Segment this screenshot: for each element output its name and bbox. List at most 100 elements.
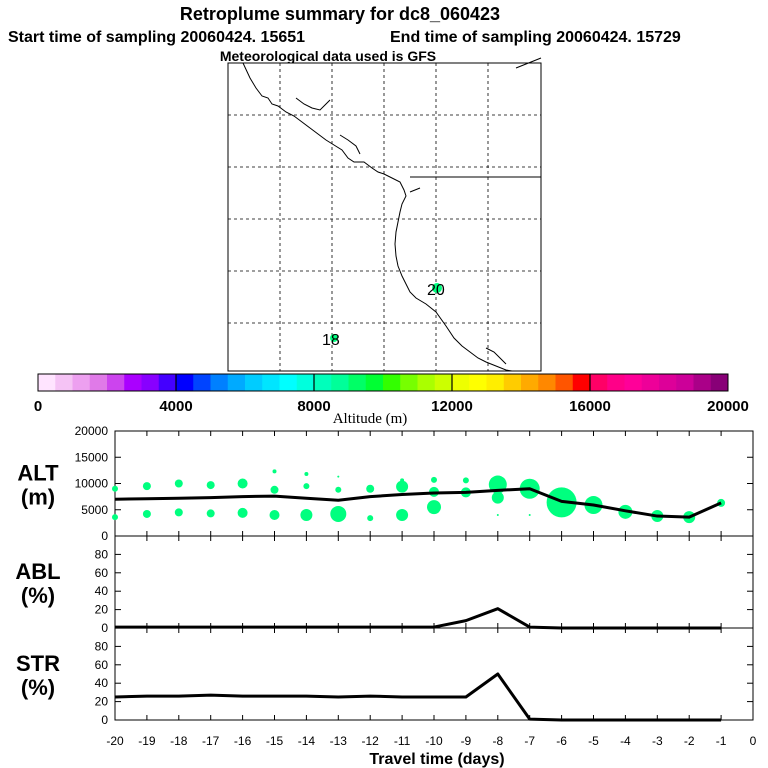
plume-dot [206, 509, 215, 518]
colorbar-cell [279, 374, 298, 391]
colorbar-cell [141, 374, 160, 391]
x-tick-label: -13 [330, 734, 348, 748]
series-line [114, 672, 722, 722]
x-tick-label: -16 [234, 734, 252, 748]
x-tick-label: -1 [716, 734, 727, 748]
colorbar-cell [590, 374, 608, 391]
map-label-day-18: 18 [322, 332, 340, 349]
x-tick-label: -17 [202, 734, 220, 748]
plume-dot [237, 507, 248, 518]
colorbar-tick-label: 20000 [707, 398, 749, 415]
panel-ylabel: ABL [15, 559, 60, 584]
x-tick-label: -14 [298, 734, 316, 748]
colorbar-cell [107, 374, 125, 391]
x-tick-label: -10 [425, 734, 443, 748]
y-tick-label: 0 [101, 713, 108, 727]
plume-dot [366, 484, 375, 493]
map-gridlines [228, 63, 541, 371]
plume-dot [528, 514, 531, 516]
colorbar-cell [503, 374, 522, 391]
colorbar-cell [693, 374, 712, 391]
x-tick-label: -2 [684, 734, 695, 748]
y-tick-label: 0 [101, 621, 108, 635]
plume-dot [237, 478, 248, 489]
colorbar-cell [38, 374, 56, 391]
map-point-day-20 [432, 283, 442, 293]
y-tick-label: 80 [95, 547, 109, 561]
colorbar-cell [659, 374, 677, 391]
plume-dot [270, 485, 279, 494]
colorbar-cell [710, 374, 729, 391]
x-tick-label: -7 [524, 734, 535, 748]
panel-ylabel: ALT [17, 461, 59, 486]
plume-dot [496, 514, 499, 516]
colorbar-cell [417, 374, 436, 391]
colorbar-cell [193, 374, 211, 391]
panel-ylabel-unit: (%) [21, 675, 55, 700]
colorbar-cell [245, 374, 263, 391]
colorbar-cell [641, 374, 660, 391]
colorbar-cell [607, 374, 625, 391]
y-tick-label: 20 [95, 695, 109, 709]
colorbar-cell [89, 374, 108, 391]
series-line [115, 607, 722, 630]
x-tick-label: -4 [620, 734, 631, 748]
series-line [114, 487, 722, 519]
panel-ylabel-unit: (%) [21, 583, 55, 608]
plume-dot [304, 472, 309, 477]
altitude-panel: 0 5000 10000 15000 20000 ALT(m) [17, 424, 754, 543]
colorbar-cell [210, 374, 229, 391]
end-time-label: End time of sampling 20060424. 15729 [390, 29, 681, 46]
plume-dot [330, 505, 347, 522]
y-tick-label: 0 [101, 529, 108, 543]
colorbar-frame [37, 373, 729, 392]
plume-dot [337, 475, 340, 478]
stratosphere-panel: 0 20 40 60 80 STR(%) [16, 627, 754, 727]
figure-title: Retroplume summary for dc8_060423 [180, 4, 500, 24]
y-tick-label: 20000 [75, 424, 109, 438]
plume-dot [112, 514, 118, 521]
plume-dot [396, 509, 409, 521]
y-tick-label: 5000 [81, 503, 108, 517]
plume-dot [174, 479, 183, 488]
y-tick-label: 60 [95, 566, 109, 580]
panel-frame [114, 627, 754, 721]
y-tick-label: 15000 [75, 450, 109, 464]
coastline [242, 57, 542, 372]
x-tick-label: -19 [138, 734, 156, 748]
plume-dot [491, 491, 504, 504]
colorbar-cell [227, 374, 246, 391]
y-tick-label: 20 [95, 603, 109, 617]
panel-frame [114, 535, 754, 629]
panel-ylabel-unit: (m) [21, 485, 55, 510]
colorbar-cell [521, 374, 539, 391]
colorbar-cell [676, 374, 694, 391]
colorbar-cell [400, 374, 418, 391]
plume-dot [112, 485, 118, 492]
x-axis: -20 -19 -18 -17 -16 -15 -14 -13 -12 -11 -10 -9 -8 -7-… [106, 734, 756, 748]
x-tick-label: -8 [492, 734, 503, 748]
colorbar-cell [555, 374, 574, 391]
colorbar-cell [383, 374, 401, 391]
met-data-label: Meteorological data used is GFS [220, 48, 436, 64]
altitude-colorbar: 0 4000 8000 12000 16000 20000 Altitude (m) [34, 373, 749, 427]
map-panel: 20 18 [227, 57, 542, 372]
colorbar-cell [331, 374, 349, 391]
colorbar-cell [348, 374, 367, 391]
x-tick-label: -18 [170, 734, 188, 748]
colorbar-cells [38, 374, 729, 391]
colorbar-cell [72, 374, 91, 391]
map-frame [227, 62, 542, 372]
colorbar-cell [158, 374, 177, 391]
colorbar-cell [452, 374, 470, 391]
plume-dot [303, 483, 310, 490]
y-tick-label: 80 [95, 639, 109, 653]
x-tick-label: -15 [266, 734, 284, 748]
colorbar-title: Altitude (m) [333, 411, 408, 427]
colorbar-cell [314, 374, 332, 391]
colorbar-cell [538, 374, 556, 391]
x-tick-label: 0 [750, 734, 757, 748]
y-tick-label: 40 [95, 676, 109, 690]
plume-dot [427, 500, 441, 515]
